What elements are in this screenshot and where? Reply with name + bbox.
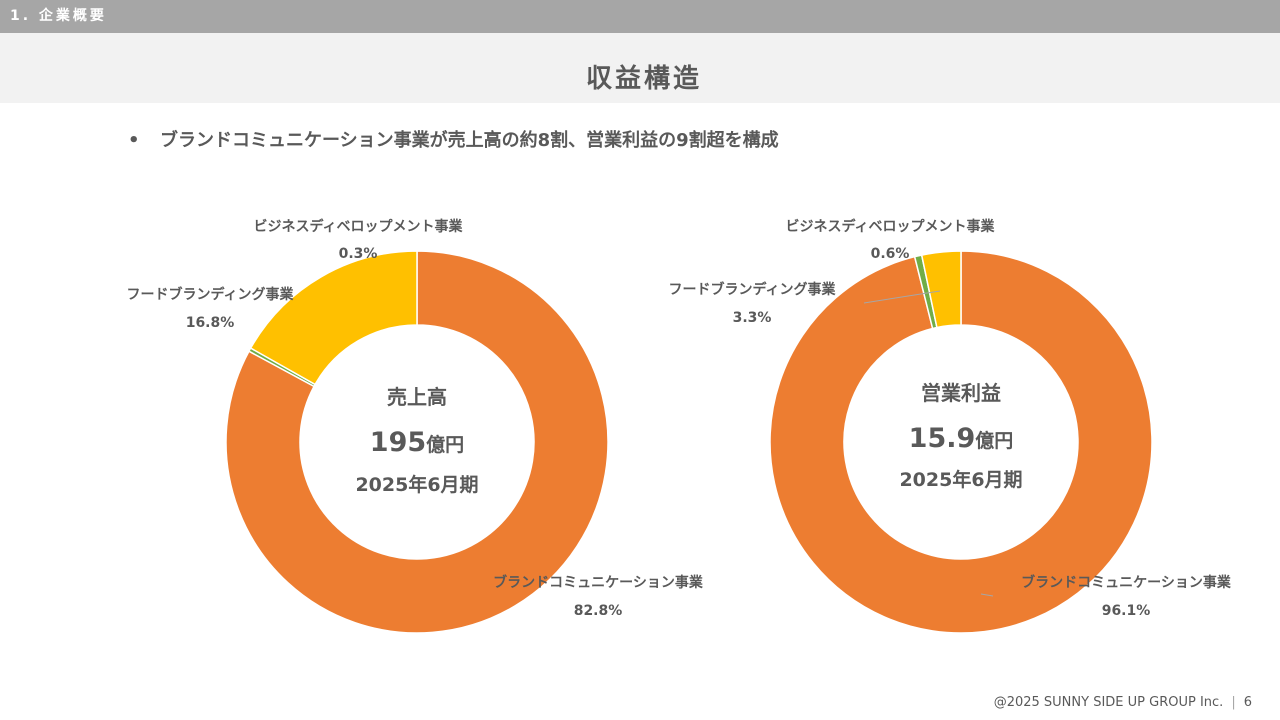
sales-label-food-pct: 16.8% [186,315,235,331]
sales-unit: 億円 [426,433,464,456]
page-number: 6 [1243,695,1252,710]
profit-food-leader-line [863,290,941,304]
profit-label-brand-name: ブランドコミュニケーション事業 [1021,574,1232,591]
sales-slice-brand-communication [225,250,609,634]
sales-donut: 売上高 195億円 2025年6月期 ビジネスディベロップメント事業 0.3% … [126,218,704,634]
profit-label-food-name: フードブランディング事業 [668,281,836,298]
title-band [0,33,1280,103]
summary-text: ブランドコミュニケーション事業が売上高の約8割、営業利益の9割超を構成 [160,130,779,151]
page-title: 収益構造 [585,64,702,94]
profit-unit: 億円 [975,429,1013,452]
sales-label-bizdev-pct: 0.3% [339,246,378,262]
sales-label-food-name: フードブランディング事業 [126,286,294,303]
sales-value: 195 [370,427,426,458]
footer-separator: | [1231,695,1236,710]
footer: @2025 SUNNY SIDE UP GROUP Inc. | 6 [994,695,1252,710]
profit-label-bizdev-pct: 0.6% [871,246,910,262]
profit-slice-brand-communication [769,250,1153,634]
profit-brand-leader-line [980,593,994,597]
copyright: @2025 SUNNY SIDE UP GROUP Inc. [993,695,1224,710]
sales-label-bizdev-name: ビジネスディベロップメント事業 [253,218,463,235]
profit-slice-food-branding [920,250,962,329]
sales-center-period: 2025年6月期 [355,473,478,496]
profit-label-brand-pct: 96.1% [1102,603,1151,619]
profit-label-bizdev-name: ビジネスディベロップメント事業 [785,218,995,235]
profit-slices [769,250,1153,634]
sales-label-brand-pct: 82.8% [574,603,623,619]
sales-slice-food-branding [249,250,418,386]
section-header: 1. 企業概要 [0,0,1280,33]
sales-slices [225,250,609,634]
sales-center-value: 195億円 [370,427,464,458]
profit-label-food-pct: 3.3% [733,310,772,326]
profit-center-period: 2025年6月期 [899,468,1022,491]
profit-value: 15.9 [909,423,976,454]
profit-center-value: 15.9億円 [909,423,1014,454]
summary-bullet: • ブランドコミュニケーション事業が売上高の約8割、営業利益の9割超を構成 [128,126,779,152]
profit-donut: 営業利益 15.9億円 2025年6月期 ビジネスディベロップメント事業 0.6… [668,218,1232,634]
bullet-icon: • [128,130,140,151]
sales-label-brand-name: ブランドコミュニケーション事業 [493,574,704,591]
profit-center-title: 営業利益 [921,381,1001,405]
sales-center-title: 売上高 [387,385,447,409]
